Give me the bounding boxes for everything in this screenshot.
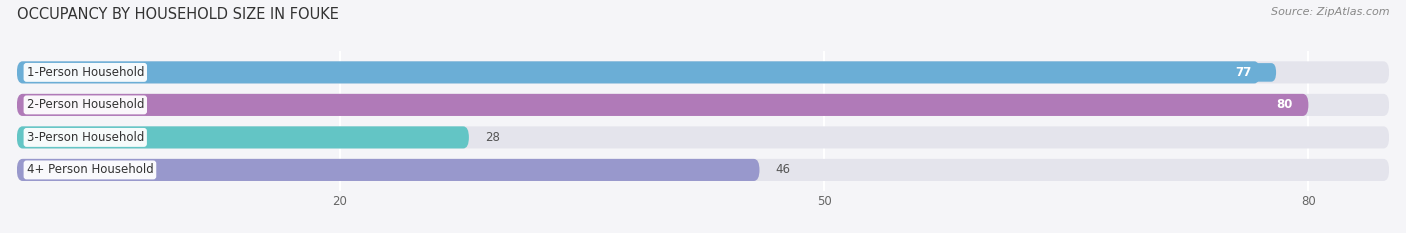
FancyBboxPatch shape: [17, 159, 759, 181]
FancyBboxPatch shape: [17, 61, 1260, 83]
Text: 3-Person Household: 3-Person Household: [27, 131, 143, 144]
Text: Source: ZipAtlas.com: Source: ZipAtlas.com: [1271, 7, 1389, 17]
FancyBboxPatch shape: [17, 94, 1309, 116]
FancyBboxPatch shape: [17, 61, 1389, 83]
Text: 2-Person Household: 2-Person Household: [27, 98, 143, 111]
FancyBboxPatch shape: [17, 94, 1389, 116]
Text: 1-Person Household: 1-Person Household: [27, 66, 143, 79]
FancyBboxPatch shape: [1204, 63, 1277, 82]
FancyBboxPatch shape: [17, 126, 470, 148]
Text: 46: 46: [776, 163, 790, 176]
Text: 80: 80: [1275, 98, 1292, 111]
FancyBboxPatch shape: [17, 126, 1389, 148]
FancyBboxPatch shape: [17, 159, 1389, 181]
Text: 28: 28: [485, 131, 501, 144]
Text: OCCUPANCY BY HOUSEHOLD SIZE IN FOUKE: OCCUPANCY BY HOUSEHOLD SIZE IN FOUKE: [17, 7, 339, 22]
Text: 77: 77: [1236, 66, 1251, 79]
Text: 4+ Person Household: 4+ Person Household: [27, 163, 153, 176]
